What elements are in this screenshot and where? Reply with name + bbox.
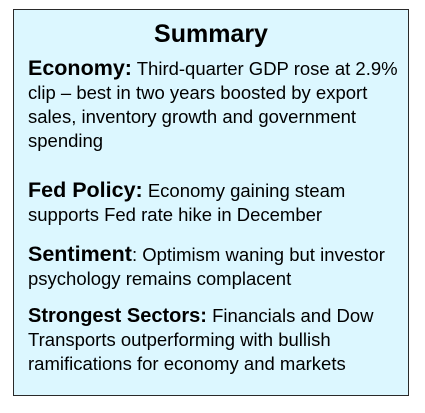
fed-policy-text: Economy gaining steam supports Fed rate …	[28, 180, 346, 225]
strongest-sectors-text: Financials and Dow Transports outperform…	[28, 305, 374, 374]
sentiment-heading: Sentiment	[28, 242, 132, 266]
strongest-sectors-heading: Strongest Sectors:	[28, 305, 207, 327]
economy-heading: Economy:	[28, 56, 132, 80]
economy-section: Economy: Third-quarter GDP rose at 2.9% …	[28, 56, 404, 153]
fed-policy-section: Fed Policy: Economy gaining steam suppor…	[28, 178, 404, 227]
economy-text: Third-quarter GDP rose at 2.9% clip – be…	[28, 58, 398, 151]
strongest-sectors-section: Strongest Sectors: Financials and Dow Tr…	[28, 304, 404, 376]
fed-policy-heading: Fed Policy:	[28, 178, 143, 202]
sentiment-section: Sentiment: Optimism waning but investor …	[28, 242, 404, 291]
sentiment-text: : Optimism waning but investor psycholog…	[28, 244, 385, 289]
summary-title: Summary	[154, 20, 268, 48]
summary-box: Summary Economy: Third-quarter GDP rose …	[13, 9, 409, 396]
